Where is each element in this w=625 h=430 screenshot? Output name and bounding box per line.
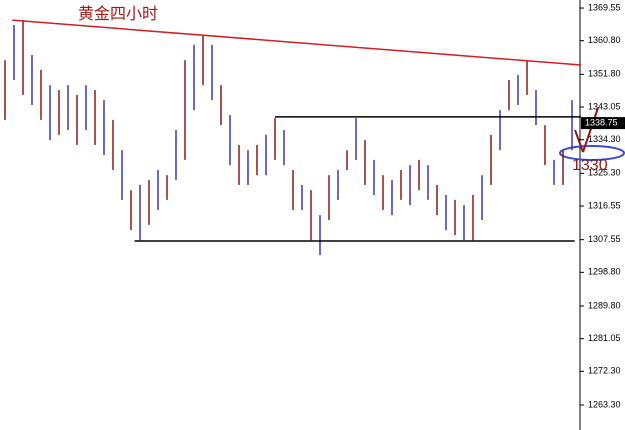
y-tick-label: 1272.30 <box>588 366 621 376</box>
y-tick-label: 1325.30 <box>588 168 621 178</box>
chart-title: 黄金四小时 <box>78 5 158 23</box>
y-tick-label: 1360.80 <box>588 35 621 45</box>
annotation: 1330 <box>572 157 608 174</box>
arrow <box>574 107 599 153</box>
y-tick-label: 1369.55 <box>588 2 621 12</box>
y-tick-label: 1281.05 <box>588 333 621 343</box>
y-tick-label: 1351.80 <box>588 69 621 79</box>
y-tick-label: 1343.05 <box>588 101 621 111</box>
trend-line <box>12 19 582 66</box>
y-tick-label: 1263.30 <box>588 399 621 409</box>
y-tick-label: 1307.55 <box>588 234 621 244</box>
current-price-label: 1338.75 <box>585 117 618 127</box>
y-tick-label: 1289.80 <box>588 300 621 310</box>
current-price-box <box>581 117 625 130</box>
y-tick-label: 1334.30 <box>588 134 621 144</box>
y-tick-label: 1298.80 <box>588 267 621 277</box>
highlight-ellipse <box>559 145 625 161</box>
y-tick-label: 1316.55 <box>588 200 621 210</box>
